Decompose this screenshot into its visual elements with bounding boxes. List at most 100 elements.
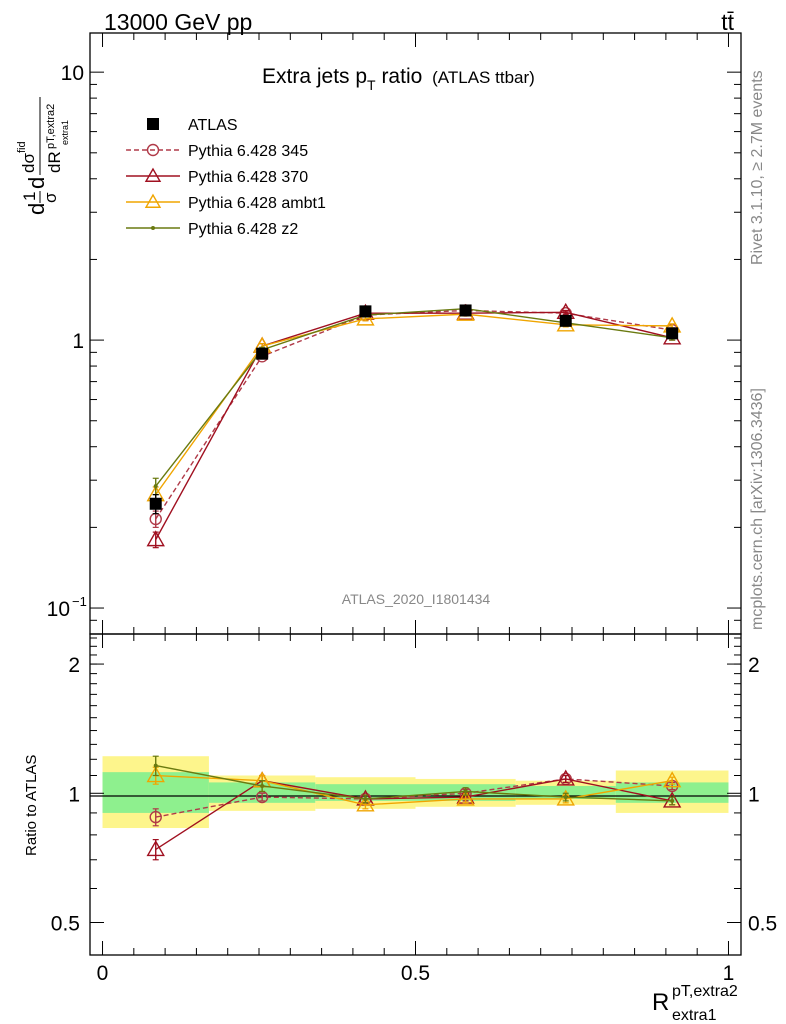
legend-label: Pythia 6.428 345	[188, 143, 308, 160]
main-ytick-exponent: −1	[72, 594, 87, 609]
legend-item: Pythia 6.428 345	[126, 143, 308, 160]
series-marker-dot	[563, 795, 568, 800]
ratio-ytick-label: 0.5	[51, 912, 80, 935]
series-line	[155, 778, 673, 818]
ratio-ytick-label: 1	[68, 783, 80, 806]
series-marker-circle	[149, 810, 162, 824]
main-title-sub: T	[367, 77, 376, 93]
ratio-ytick-label-right: 1	[748, 783, 760, 806]
legend-label: Pythia 6.428 z2	[188, 221, 298, 238]
svg-text:σ: σ	[41, 192, 60, 203]
main-title-suffix: (ATLAS ttbar)	[432, 68, 535, 87]
svg-text:1: 1	[20, 192, 39, 201]
series-marker-triangle	[662, 771, 682, 788]
main-series-pythia-6-428-z2	[152, 306, 676, 496]
series-line	[155, 313, 673, 496]
atlas-data-point	[666, 327, 679, 340]
legend-item: Pythia 6.428 z2	[126, 221, 298, 238]
svg-text:d: d	[24, 177, 49, 189]
main-title-text: Extra jets p	[262, 65, 367, 88]
series-marker-triangle	[456, 789, 475, 806]
ratio-xtick-label: 0	[97, 962, 109, 985]
atlas-data-point	[459, 304, 472, 317]
series-line	[155, 774, 673, 806]
series-marker-triangle	[662, 791, 682, 808]
atlas-data-point	[149, 497, 162, 510]
ratio-xlabel-sub: extra1	[672, 1007, 717, 1024]
atlas-data-point	[147, 118, 159, 130]
series-marker-dot	[670, 798, 675, 803]
ratio-xtick-label: 1	[723, 962, 735, 985]
atlas-data-point	[256, 347, 269, 360]
legend-item: Pythia 6.428 ambt1	[126, 193, 326, 212]
energy-label: 13000 GeV pp	[104, 9, 252, 35]
source-label: mcplots.cern.ch [arXiv:1306.3436]	[749, 388, 766, 630]
main-series-layer	[146, 302, 682, 549]
main-ytick-label: 10	[61, 62, 84, 85]
atlas-data-point	[559, 314, 572, 327]
legend-label: Pythia 6.428 ambt1	[188, 195, 326, 212]
main-series-pythia-6-428-370	[146, 302, 682, 549]
legend: ATLAS Pythia 6.428 345 Pythia 6.428 370 Pyt…	[126, 117, 326, 238]
series-marker-dot	[153, 763, 158, 768]
series-marker-triangle	[144, 167, 162, 182]
ratio-ytick-label: 2	[68, 654, 80, 677]
series-marker-circle	[146, 143, 160, 157]
svg-text:pT,extra2: pT,extra2	[45, 104, 57, 149]
main-ytick-label: 1	[72, 330, 84, 353]
series-marker-triangle	[356, 795, 375, 812]
series-line	[155, 307, 673, 487]
analysis-label: ATLAS_2020_I1801434	[342, 591, 491, 607]
ratio-xtick-label: 0.5	[401, 962, 430, 985]
svg-text:fid: fid	[16, 141, 28, 153]
ratio-ylabel: Ratio to ATLAS	[23, 755, 40, 856]
series-marker-dot	[363, 796, 368, 801]
series-line	[155, 311, 673, 540]
legend-item: ATLAS	[147, 117, 238, 134]
ratio-series-pythia-6-428-z2	[152, 755, 676, 806]
main-series-atlas	[149, 304, 679, 515]
ratio-axis-ticks: 0.5 0.5 1 1 2 2 0 0.5 1	[51, 634, 777, 985]
series-marker-triangle	[144, 193, 162, 208]
series-marker-triangle	[556, 769, 575, 786]
series-marker-dot	[463, 789, 468, 794]
svg-text:dR: dR	[45, 151, 64, 173]
ratio-series-pythia-6-428-ambt1	[146, 766, 682, 812]
ratio-panel: 0.5 0.5 1 1 2 2 0 0.5 1 Ratio to ATLAS R pT,extr…	[23, 633, 777, 1024]
series-marker-dot	[153, 484, 158, 489]
legend-item: Pythia 6.428 370	[126, 167, 308, 186]
rivet-label: Rivet 3.1.10, ≥ 2.7M events	[749, 70, 766, 265]
process-label: tt̄	[721, 9, 734, 35]
main-title-after: ratio	[376, 65, 423, 88]
ratio-xlabel-sup: pT,extra2	[672, 983, 738, 1000]
main-series-pythia-6-428-345	[149, 304, 679, 528]
series-marker-triangle	[146, 530, 165, 547]
series-line	[155, 778, 673, 851]
series-marker-triangle	[356, 309, 375, 326]
main-title: Extra jets pT ratio (ATLAS ttbar)	[262, 65, 535, 93]
svg-text:d: d	[24, 203, 49, 215]
atlas-data-point	[359, 305, 372, 318]
svg-text:dσ: dσ	[19, 153, 38, 173]
series-marker-dot	[151, 226, 155, 230]
series-marker-triangle	[556, 789, 575, 806]
ratio-series-layer	[146, 755, 682, 861]
main-ylabel: d 1 σ d dσ fid dR pT,extra2 extra1	[16, 97, 70, 215]
series-marker-triangle	[146, 840, 165, 857]
ratio-xlabel-main: R	[652, 989, 669, 1016]
ratio-bands	[102, 756, 729, 829]
main-ytick-label: 10	[47, 598, 70, 621]
legend-label: Pythia 6.428 370	[188, 169, 308, 186]
main-series-pythia-6-428-ambt1	[146, 304, 682, 504]
ratio-ytick-label-right: 0.5	[748, 912, 777, 935]
ratio-xlabel: R	[652, 989, 669, 1016]
series-marker-triangle	[146, 766, 165, 783]
series-line	[155, 764, 673, 802]
svg-text:extra1: extra1	[60, 120, 70, 145]
series-marker-dot	[260, 783, 265, 788]
ratio-frame	[89, 633, 742, 956]
series-line	[155, 309, 673, 520]
